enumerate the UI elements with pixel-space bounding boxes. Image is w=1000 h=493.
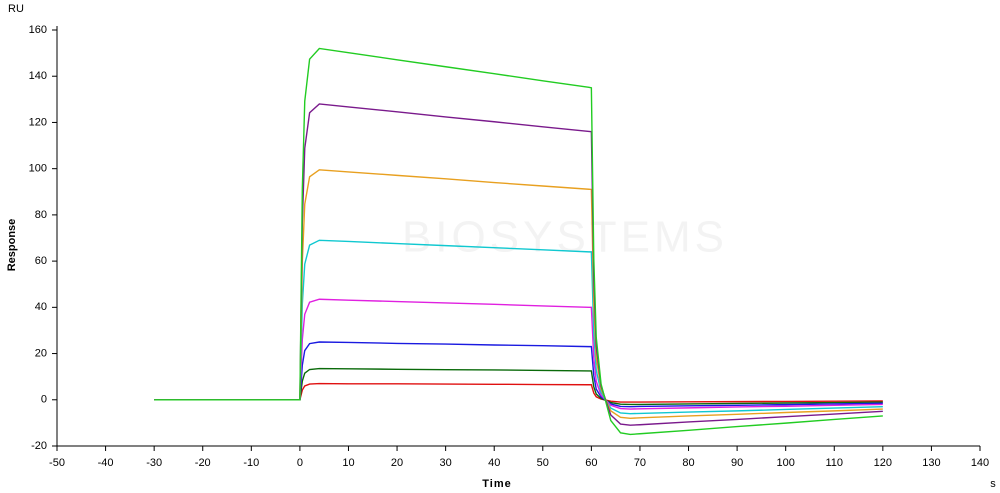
y-tick-label: 140 [29,70,47,82]
x-tick-label: -20 [195,457,211,469]
x-tick-label: -50 [49,457,65,469]
x-tick-label: 100 [777,457,795,469]
series-line [154,298,883,410]
x-tick-label: 80 [682,457,694,469]
y-tick-label: 40 [35,301,47,313]
x-tick-label: 130 [922,457,940,469]
y-tick-label: 0 [41,394,47,406]
series-line [154,341,883,408]
series-line [154,47,883,436]
x-tick-label: -40 [98,457,114,469]
x-tick-label: 30 [440,457,452,469]
y-tick-label: 120 [29,116,47,128]
y-tick-label: -20 [31,440,47,452]
series-line [154,239,883,415]
y-tick-label: 60 [35,255,47,267]
x-tick-label: 50 [537,457,549,469]
x-tick-label: 0 [297,457,303,469]
series-line [154,169,883,419]
x-tick-label: -30 [146,457,162,469]
y-tick-label: 80 [35,209,47,221]
watermark: BIOSYSTEMS [402,213,728,262]
x-tick-label: 110 [825,457,843,469]
y-tick-label: 100 [29,163,47,175]
series-line [154,367,883,406]
x-unit: s [990,478,996,490]
y-tick-label: 20 [35,347,47,359]
x-tick-label: -10 [243,457,259,469]
x-tick-label: 90 [731,457,743,469]
x-tick-label: 140 [971,457,989,469]
y-axis-label: Response [6,219,18,272]
x-tick-label: 60 [585,457,597,469]
series-line [154,103,883,426]
x-tick-label: 10 [342,457,354,469]
x-tick-label: 120 [874,457,892,469]
y-unit: RU [8,3,24,15]
x-tick-label: 20 [391,457,403,469]
x-axis-label: Time [482,478,511,490]
series-line [154,382,883,403]
x-tick-label: 70 [634,457,646,469]
y-tick-label: 160 [29,24,47,36]
x-tick-label: 40 [488,457,500,469]
